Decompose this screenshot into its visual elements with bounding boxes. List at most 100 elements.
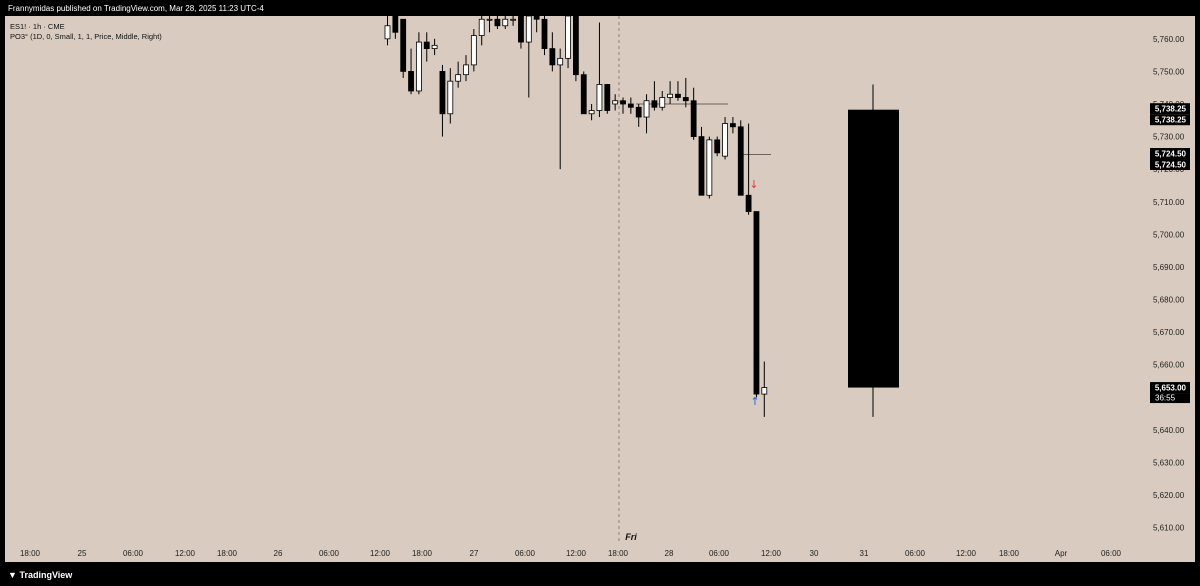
bearish-candle bbox=[549, 48, 556, 66]
price-badge-bg bbox=[1150, 114, 1190, 126]
y-tick-label: 5,670.00 bbox=[1153, 328, 1185, 337]
bullish-candle bbox=[455, 74, 462, 82]
x-tick-label: 31 bbox=[860, 549, 869, 558]
bearish-candle bbox=[675, 93, 681, 98]
bullish-candle bbox=[667, 93, 673, 98]
bullish-candle bbox=[557, 57, 564, 66]
x-tick-label: 06:00 bbox=[515, 549, 536, 558]
x-tick-label: 18:00 bbox=[20, 549, 41, 558]
bearish-candle bbox=[714, 139, 721, 154]
y-tick-label: 5,700.00 bbox=[1153, 230, 1185, 239]
price-badge: 5,724.50 bbox=[1155, 161, 1187, 170]
x-tick-label: 26 bbox=[274, 549, 283, 558]
x-tick-label: 12:00 bbox=[956, 549, 977, 558]
bullish-candle bbox=[588, 110, 595, 115]
x-tick-label: 28 bbox=[665, 549, 674, 558]
bearish-candle bbox=[580, 74, 587, 115]
x-tick-label: 27 bbox=[470, 549, 479, 558]
x-tick-label: 06:00 bbox=[709, 549, 730, 558]
y-tick-label: 5,760.00 bbox=[1153, 35, 1185, 44]
x-tick-label: 06:00 bbox=[123, 549, 144, 558]
x-tick-label: 06:00 bbox=[1101, 549, 1122, 558]
bearish-candle bbox=[408, 71, 414, 92]
x-tick-label: 06:00 bbox=[319, 549, 340, 558]
bearish-candle bbox=[651, 100, 658, 108]
x-tick-label: Apr bbox=[1055, 549, 1068, 558]
bullish-candle bbox=[470, 35, 477, 66]
y-tick-label: 5,620.00 bbox=[1153, 491, 1185, 500]
y-tick-label: 5,630.00 bbox=[1153, 459, 1185, 468]
candles-group: ↓↑ bbox=[384, 16, 899, 544]
x-tick-label: 18:00 bbox=[608, 549, 629, 558]
bearish-candle bbox=[423, 41, 430, 49]
arrow-down-icon: ↓ bbox=[749, 178, 758, 191]
bearish-candle bbox=[518, 16, 524, 43]
price-badge-bg bbox=[1150, 382, 1190, 394]
tradingview-logo[interactable]: ▼ TradingView bbox=[8, 570, 72, 580]
bullish-candle bbox=[659, 97, 666, 108]
bearish-candle bbox=[635, 106, 642, 118]
y-tick-label: 5,730.00 bbox=[1153, 133, 1185, 142]
x-tick-label: 25 bbox=[78, 549, 87, 558]
bullish-candle bbox=[384, 25, 391, 40]
y-tick-label: 5,750.00 bbox=[1153, 67, 1185, 76]
x-tick-label: 18:00 bbox=[412, 549, 433, 558]
tradingview-logo-text: TradingView bbox=[19, 570, 73, 580]
price-badge: 5,724.50 bbox=[1155, 150, 1187, 159]
bearish-candle bbox=[573, 16, 579, 76]
bearish-candle bbox=[745, 194, 752, 212]
chart-plot[interactable]: ↓↑5,610.005,620.005,630.005,640.005,650.… bbox=[0, 0, 1200, 566]
y-tick-label: 5,660.00 bbox=[1153, 361, 1185, 370]
bullish-candle bbox=[447, 80, 454, 115]
bullish-candle bbox=[525, 16, 532, 43]
bearish-candle bbox=[604, 84, 611, 111]
plot-background bbox=[5, 16, 1140, 544]
bullish-candle bbox=[612, 100, 619, 105]
price-badge: 5,653.00 bbox=[1155, 384, 1187, 393]
bullish-candle bbox=[761, 387, 768, 395]
publisher-header: Frannymidas published on TradingView.com… bbox=[8, 4, 264, 13]
bullish-candle bbox=[643, 100, 650, 118]
bearish-candle bbox=[627, 103, 634, 108]
footer-bar bbox=[0, 566, 1200, 586]
bullish-candle bbox=[596, 84, 603, 111]
bearish-candle bbox=[682, 97, 689, 102]
x-tick-label: 30 bbox=[810, 549, 819, 558]
bearish-candle bbox=[690, 100, 697, 137]
x-tick-label: 12:00 bbox=[370, 549, 391, 558]
day-label: Fri bbox=[625, 532, 637, 542]
y-tick-label: 5,680.00 bbox=[1153, 296, 1185, 305]
bullish-candle bbox=[415, 41, 422, 92]
x-tick-label: 12:00 bbox=[566, 549, 587, 558]
y-tick-label: 5,710.00 bbox=[1153, 198, 1185, 207]
price-badge-bg bbox=[1150, 148, 1190, 160]
bearish-candle bbox=[620, 100, 626, 105]
x-tick-label: 18:00 bbox=[999, 549, 1020, 558]
tradingview-logo-icon: ▼ bbox=[8, 570, 17, 580]
bullish-candle bbox=[510, 18, 517, 21]
bullish-candle bbox=[486, 18, 493, 21]
bullish-candle bbox=[502, 18, 509, 27]
price-badge-bg bbox=[1150, 159, 1190, 171]
price-badge: 5,738.25 bbox=[1155, 116, 1187, 125]
price-badge-bg bbox=[1150, 103, 1190, 115]
y-tick-label: 5,610.00 bbox=[1153, 524, 1185, 533]
y-tick-label: 5,640.00 bbox=[1153, 426, 1185, 435]
x-tick-label: 06:00 bbox=[905, 549, 926, 558]
bearish-candle bbox=[392, 16, 399, 33]
bullish-candle bbox=[431, 44, 438, 49]
bullish-candle bbox=[463, 64, 469, 76]
y-tick-label: 5,690.00 bbox=[1153, 263, 1185, 272]
bearish-candle bbox=[400, 18, 407, 72]
symbol-label: ES1! · 1h · CME bbox=[10, 22, 65, 31]
bearish-candle bbox=[737, 126, 744, 196]
bearish-candle bbox=[494, 18, 501, 27]
x-tick-label: 12:00 bbox=[761, 549, 782, 558]
x-tick-label: 18:00 bbox=[217, 549, 238, 558]
bullish-candle bbox=[722, 123, 728, 157]
x-tick-label: 12:00 bbox=[175, 549, 196, 558]
indicator-label: PO3° (1D, 0, Small, 1, 1, Price, Middle,… bbox=[10, 32, 162, 41]
bullish-candle bbox=[706, 139, 713, 196]
countdown-label: 36:55 bbox=[1155, 394, 1176, 403]
